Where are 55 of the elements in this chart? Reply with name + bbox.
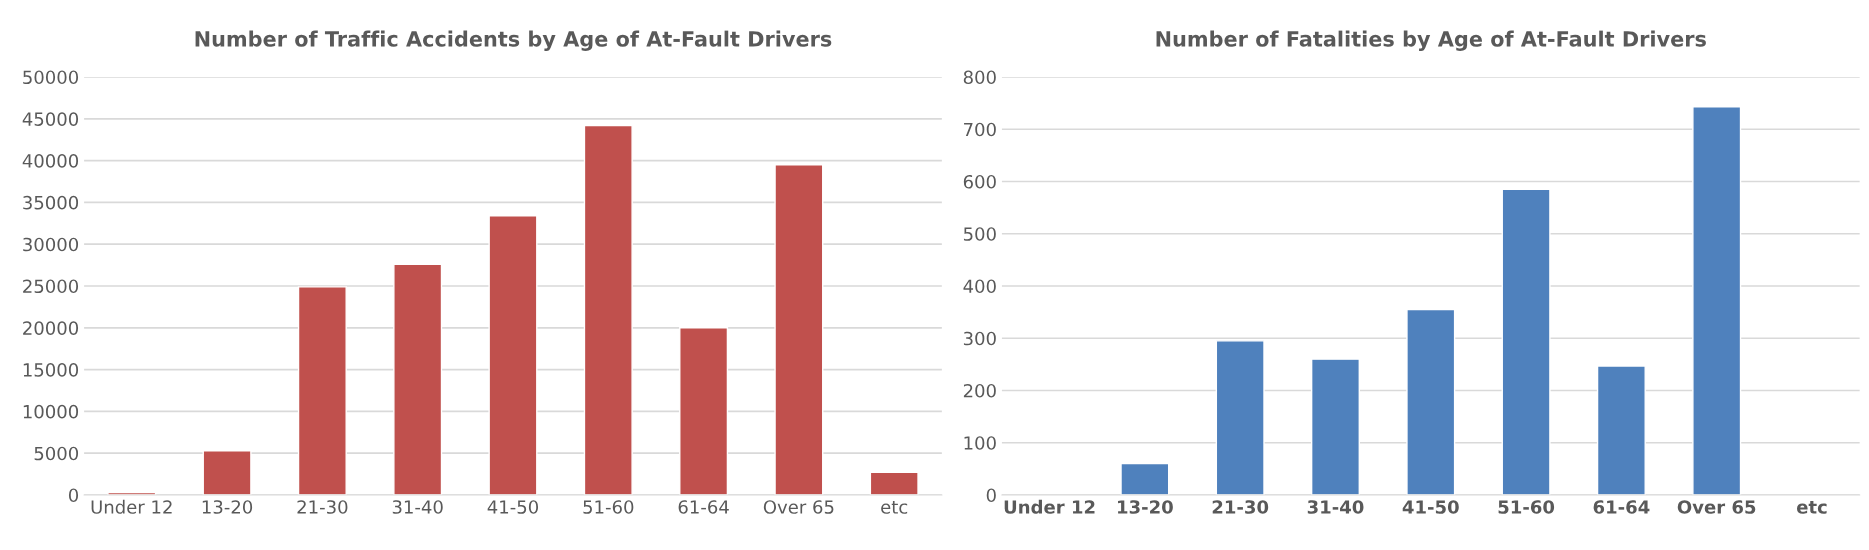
x-tick-label: Under 12 [1004, 499, 1095, 514]
x-tick-label: 21-30 [1212, 500, 1269, 514]
y-tick-label: 800 [963, 70, 996, 85]
y-tick-label: 300 [963, 331, 996, 346]
y-tick-label: 5000 [34, 446, 79, 461]
x-tick-label: Under 12 [91, 499, 172, 514]
y-tick-label: 400 [963, 279, 996, 294]
bar [1501, 188, 1551, 495]
bar [297, 286, 347, 495]
bar [583, 124, 633, 495]
x-tick-label: 61-64 [1593, 500, 1650, 514]
bar [774, 164, 824, 495]
x-tick-label: 51-60 [1498, 500, 1555, 514]
chart-title: Number of Fatalities by Age of At-Fault Drivers [1156, 30, 1706, 51]
bar [1406, 308, 1456, 495]
x-tick-label: 51-60 [583, 500, 634, 514]
bar [202, 449, 252, 495]
y-tick-label: 20000 [23, 321, 79, 335]
bar [1215, 340, 1265, 495]
x-tick-label: 41-50 [487, 500, 539, 514]
y-tick-label: 10000 [23, 404, 79, 419]
y-tick-label: 35000 [23, 195, 79, 210]
bar [679, 327, 729, 495]
bar [1120, 462, 1170, 495]
x-tick-label: 31-40 [392, 500, 443, 514]
x-tick-label: 31-40 [1307, 500, 1364, 514]
y-tick-label: 40000 [22, 154, 79, 168]
x-tick-label: 61-64 [678, 500, 729, 514]
bar [1692, 106, 1742, 495]
bar [488, 215, 538, 495]
x-tick-label: etc [881, 500, 908, 514]
x-tick-label: Over 65 [1677, 500, 1756, 514]
x-tick-label: 21-30 [297, 500, 348, 514]
x-tick-label: etc [1796, 500, 1827, 514]
bar [393, 263, 443, 495]
y-tick-label: 45000 [22, 112, 79, 126]
bar [1310, 358, 1360, 495]
y-tick-label: 50000 [23, 70, 79, 85]
x-tick-label: Over 65 [763, 500, 834, 514]
x-tick-label: 41-50 [1402, 500, 1459, 514]
y-tick-label: 700 [964, 122, 996, 137]
y-tick-label: 15000 [23, 363, 79, 377]
y-tick-label: 200 [963, 383, 996, 398]
bar [1596, 365, 1646, 495]
x-tick-label: 13-20 [202, 500, 253, 514]
bar [869, 471, 919, 495]
y-tick-label: 0 [986, 488, 996, 503]
y-tick-label: 0 [68, 488, 79, 503]
y-tick-label: 600 [963, 174, 996, 189]
chart-title: Number of Traffic Accidents by Age of At-Fault Drivers [195, 30, 832, 51]
y-tick-label: 100 [964, 436, 996, 450]
x-tick-label: 13-20 [1118, 500, 1173, 514]
y-tick-label: 25000 [23, 279, 79, 294]
y-tick-label: 30000 [23, 237, 79, 252]
y-tick-label: 500 [963, 227, 996, 241]
